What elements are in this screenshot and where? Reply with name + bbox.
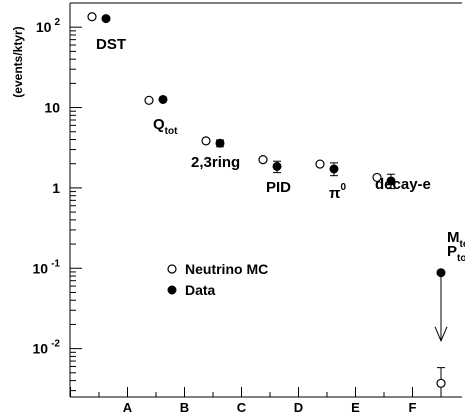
legend-mc-marker (167, 264, 177, 274)
stage-label: Qtot (153, 116, 178, 137)
mc-point (258, 155, 268, 165)
y-tick-label: 10 -2 (33, 339, 61, 357)
x-tick-label: D (294, 400, 303, 415)
stage-label: Mtot (447, 229, 465, 250)
data-point (272, 161, 282, 171)
x-tick-label: E (351, 400, 360, 415)
y-tick-label: 10 (44, 100, 60, 116)
data-point (386, 176, 396, 186)
legend-data-marker (167, 285, 177, 295)
axis-ticks (70, 2, 442, 397)
data-point (158, 94, 168, 104)
stage-labels: DST Qtot 2,3ring PID π0 decay-e MtotPtot (96, 36, 465, 264)
mc-point (87, 12, 97, 22)
x-tick-labels: A B C D E F (123, 400, 417, 415)
stage-label: 2,3ring (191, 154, 240, 171)
data-points (87, 12, 446, 388)
y-tick-labels: 10 2 10 1 10-1 10-2 (33, 17, 61, 356)
mc-point (372, 172, 382, 183)
x-tick-label: A (123, 400, 133, 415)
x-tick-label: B (180, 400, 189, 415)
legend-data-label: Data (185, 282, 216, 298)
legend: Neutrino MC Data (167, 261, 268, 298)
plot-frame (69, 2, 462, 398)
stage-label: PID (266, 179, 291, 196)
stage-label-second-line: Ptot (447, 243, 465, 264)
x-tick-label: C (237, 400, 247, 415)
y-tick-label: 10 -1 (33, 258, 61, 276)
mc-point (201, 136, 211, 146)
data-point (101, 14, 111, 24)
mc-point (436, 378, 446, 388)
mc-point (144, 95, 154, 105)
mc-point (315, 159, 325, 169)
x-tick-label: F (409, 400, 417, 415)
y-tick-label: 10 2 (36, 17, 61, 35)
stage-label: DST (96, 36, 126, 53)
y-tick-label: 1 (52, 180, 60, 196)
data-point (436, 268, 446, 278)
data-point (329, 164, 339, 174)
upper-limit-arrowhead (434, 326, 448, 343)
stage-label: decay-e (375, 176, 431, 193)
data-point (215, 138, 225, 148)
legend-mc-label: Neutrino MC (185, 261, 268, 277)
y-axis-label: (events/ktyr) (11, 26, 25, 97)
stage-label: π0 (329, 182, 346, 202)
